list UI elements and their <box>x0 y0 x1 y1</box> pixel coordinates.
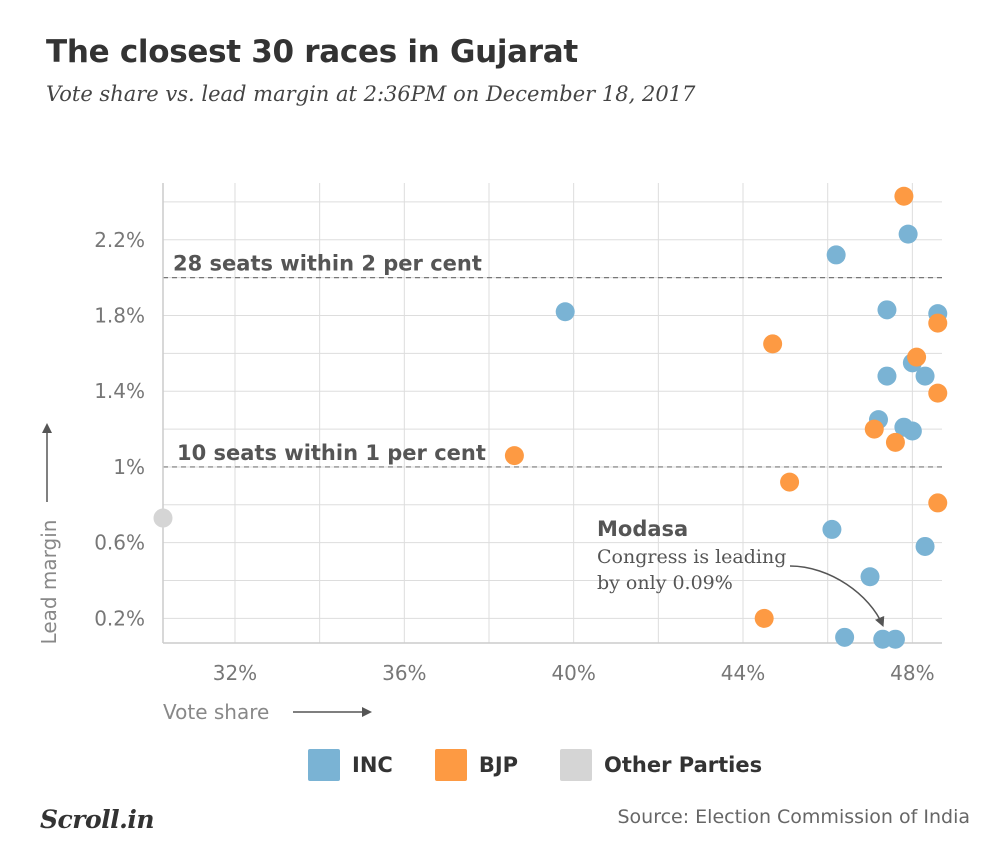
data-point-inc <box>915 366 935 386</box>
y-tick-label: 1.8% <box>94 304 145 328</box>
data-point-inc <box>902 421 922 441</box>
data-point-inc <box>860 567 880 587</box>
data-point-inc <box>555 302 575 322</box>
legend-item-bjp: BJP <box>434 749 519 781</box>
data-point-bjp <box>754 608 774 628</box>
x-tick-label: 44% <box>721 661 765 685</box>
data-point-bjp <box>763 334 783 354</box>
data-point-inc <box>885 629 905 649</box>
data-point-bjp <box>504 446 524 466</box>
x-tick-label: 40% <box>551 661 595 685</box>
data-point-other-parties <box>153 508 173 528</box>
annotation-title: Modasa <box>597 517 688 541</box>
x-tick-label: 36% <box>382 661 426 685</box>
data-point-bjp <box>928 383 948 403</box>
legend-label-bjp: BJP <box>478 753 519 777</box>
data-point-bjp <box>885 432 905 452</box>
data-point-bjp <box>928 313 948 333</box>
data-point-bjp <box>894 186 914 206</box>
x-axis-title: Vote share <box>163 700 269 724</box>
data-point-inc <box>826 245 846 265</box>
legend-label-other: Other Parties <box>604 753 763 777</box>
chart-subtitle: Vote share vs. lead margin at 2:36PM on … <box>46 82 696 106</box>
legend-swatch-bjp <box>434 749 467 781</box>
scatter-chart: 28 seats within 2 per cent 10 seats withi… <box>37 183 948 724</box>
y-tick-label: 1% <box>113 455 145 479</box>
legend-swatch-inc <box>308 749 340 781</box>
x-tick-label: 32% <box>213 661 257 685</box>
axes: 32% 36% 40% 44% 48% 0.2% 0.6% 1% 1.4% 1.8% 2.2% Vot… <box>37 183 942 724</box>
data-point-inc <box>835 627 855 647</box>
reference-lines: 28 seats within 2 per cent 10 seats withi… <box>163 252 942 468</box>
legend: INC BJP Other Parties <box>308 749 804 781</box>
reference-line-label: 28 seats within 2 per cent <box>173 252 482 276</box>
x-tick-label: 48% <box>890 661 934 685</box>
data-point-bjp <box>928 493 948 513</box>
annotation-text: Congress is leading <box>597 546 786 568</box>
annotation-text: by only 0.09% <box>597 572 733 594</box>
data-point-bjp <box>864 419 884 439</box>
annotation-arrow <box>789 565 885 628</box>
legend-item-other: Other Parties <box>560 749 762 781</box>
legend-swatch-other <box>560 749 593 781</box>
reference-line-label: 10 seats within 1 per cent <box>177 441 486 465</box>
y-tick-label: 1.4% <box>94 379 145 403</box>
data-point-inc <box>822 519 842 539</box>
y-axis-title: Lead margin <box>37 520 61 645</box>
legend-item-inc: INC <box>308 749 393 781</box>
y-tick-label: 0.2% <box>94 606 145 630</box>
data-point-inc <box>877 366 897 386</box>
data-point-inc <box>915 536 935 556</box>
y-tick-label: 2.2% <box>94 228 145 252</box>
legend-label-inc: INC <box>352 753 393 777</box>
annotation: Modasa Congress is leading by only 0.09% <box>597 517 885 628</box>
data-point-inc <box>898 224 918 244</box>
data-point-inc <box>877 300 897 320</box>
data-points <box>153 186 948 649</box>
chart-title: The closest 30 races in Gujarat <box>46 34 578 70</box>
y-tick-label: 0.6% <box>94 531 145 555</box>
data-point-bjp <box>780 472 800 492</box>
source-note: Source: Election Commission of India <box>617 806 970 828</box>
data-point-bjp <box>907 347 927 367</box>
scroll-logo[interactable]: Scroll.in <box>40 805 155 834</box>
